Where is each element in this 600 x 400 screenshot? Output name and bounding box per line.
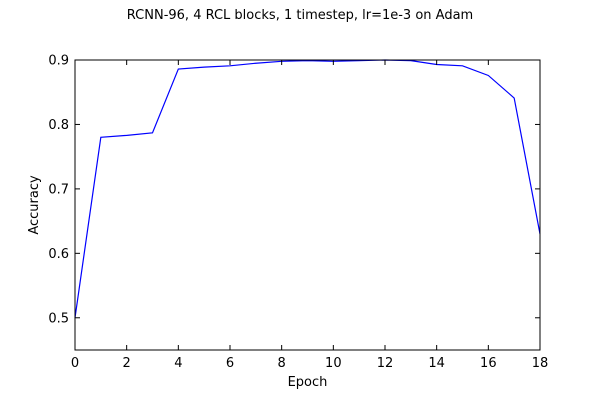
x-tick-label: 16 (480, 356, 497, 371)
y-tick-label: 0.7 (48, 182, 69, 197)
x-axis-label: Epoch (288, 375, 328, 390)
y-tick-label: 0.5 (48, 311, 69, 326)
chart-title: RCNN-96, 4 RCL blocks, 1 timestep, lr=1e… (127, 8, 473, 23)
y-axis-label: Accuracy (27, 175, 42, 235)
x-tick-label: 10 (325, 356, 342, 371)
x-tick-label: 14 (428, 356, 445, 371)
y-tick-label: 0.6 (48, 247, 69, 262)
y-tick-label: 0.9 (48, 54, 69, 69)
series-line-0 (74, 59, 541, 318)
x-tick-label: 2 (123, 356, 131, 371)
plot-frame (74, 59, 541, 351)
x-tick-label: 4 (174, 356, 182, 371)
x-tick-label: 8 (278, 356, 286, 371)
plot-area: 0 2 4 6 8 10 12 14 16 18 0.5 0.6 0.7 0.8 0.9 (48, 54, 548, 372)
y-tick-label: 0.8 (48, 118, 69, 133)
x-tick-label: 6 (226, 356, 234, 371)
x-tick-label: 0 (71, 356, 79, 371)
x-tick-label: 18 (532, 356, 549, 371)
x-tick-label: 12 (377, 356, 394, 371)
